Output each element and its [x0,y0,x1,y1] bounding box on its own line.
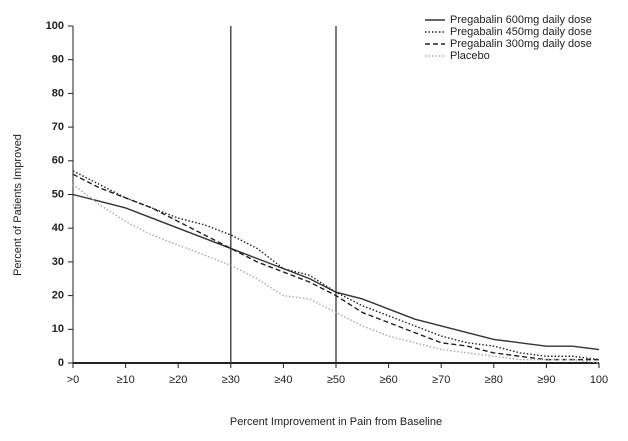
y-tick-label: 30 [52,256,64,268]
legend-label: Pregabalin 300mg daily dose [450,38,592,50]
x-tick-label: ≥50 [327,374,345,386]
x-tick-label: >0 [67,374,80,386]
x-tick-label: ≥20 [169,374,187,386]
y-tick-label: 40 [52,222,64,234]
x-tick-label: ≥80 [485,374,503,386]
y-tick-label: 0 [58,357,64,369]
y-tick-label: 80 [52,87,64,99]
x-tick-label: ≥60 [379,374,397,386]
y-tick-label: 60 [52,155,64,167]
x-tick-label: ≥90 [537,374,555,386]
y-tick-label: 70 [52,121,64,133]
x-axis-title: Percent Improvement in Pain from Baselin… [230,416,442,428]
y-axis-title: Percent of Patients Improved [12,134,24,276]
legend-label: Placebo [450,50,490,62]
series-line [72,173,599,361]
series-line [72,183,600,364]
legend-label: Pregabalin 600mg daily dose [450,14,592,26]
x-tick-label: ≥30 [222,374,240,386]
series-line [72,170,600,361]
x-tick-label: ≥40 [274,374,292,386]
x-tick-label: 100 [590,374,608,386]
y-tick-label: 10 [52,323,64,335]
legend-label: Pregabalin 450mg daily dose [450,26,592,38]
x-tick-label: ≥10 [116,374,134,386]
y-tick-label: 100 [46,20,64,32]
y-tick-label: 90 [52,54,64,66]
y-tick-label: 20 [52,290,64,302]
x-tick-label: ≥70 [432,374,450,386]
y-tick-label: 50 [52,188,64,200]
